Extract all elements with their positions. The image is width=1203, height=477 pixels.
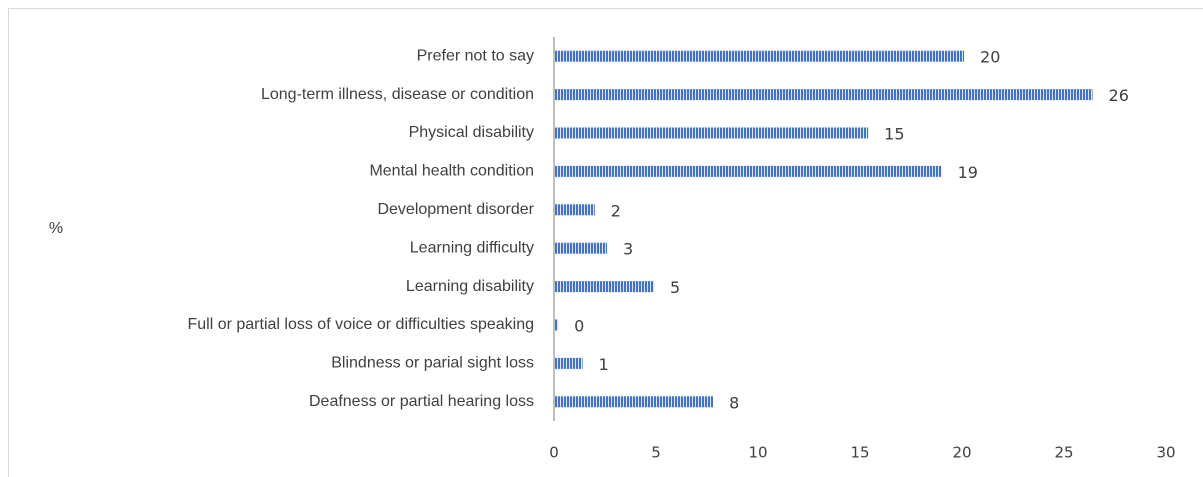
y-tick-label: Learning disability: [406, 278, 534, 295]
bar: [554, 204, 595, 216]
data-label: 26: [1109, 86, 1129, 105]
chart-border: [8, 8, 1203, 477]
data-label: 0: [574, 317, 584, 336]
bar: [554, 319, 559, 331]
bar: [554, 127, 869, 139]
y-tick-label: Long-term illness, disease or condition: [261, 86, 534, 103]
data-label: 15: [884, 125, 904, 144]
x-tick-label: 30: [1156, 444, 1175, 462]
x-tick-label: 10: [748, 444, 767, 462]
y-tick-label: Blindness or parial sight loss: [331, 355, 534, 372]
bar: [554, 242, 608, 254]
x-tick-label: 5: [651, 444, 661, 462]
data-label: 2: [611, 201, 621, 220]
x-tick-label: 15: [850, 444, 869, 462]
y-tick-label: Physical disability: [409, 124, 534, 141]
bar: [554, 89, 1093, 101]
data-label: 19: [958, 163, 978, 182]
bar: [554, 357, 583, 369]
x-tick-label: 25: [1054, 444, 1073, 462]
y-tick-label: Learning difficulty: [410, 239, 534, 256]
bar: [554, 281, 654, 293]
bar: [554, 50, 965, 62]
data-label: 5: [670, 278, 680, 297]
data-label: 1: [599, 355, 609, 374]
data-label: 8: [729, 393, 739, 412]
y-tick-label: Development disorder: [377, 201, 534, 218]
bar: [554, 396, 714, 408]
y-axis-label: %: [49, 220, 63, 237]
x-tick-label: 20: [952, 444, 971, 462]
y-tick-label: Full or partial loss of voice or difficu…: [187, 316, 534, 333]
data-label: 3: [623, 240, 633, 259]
data-label: 20: [980, 48, 1000, 67]
y-tick-label: Mental health condition: [369, 163, 534, 180]
x-tick-label: 0: [549, 444, 559, 462]
y-tick-label: Prefer not to say: [417, 47, 534, 64]
bar: [554, 165, 942, 177]
y-tick-label: Deafness or partial hearing loss: [309, 393, 534, 410]
